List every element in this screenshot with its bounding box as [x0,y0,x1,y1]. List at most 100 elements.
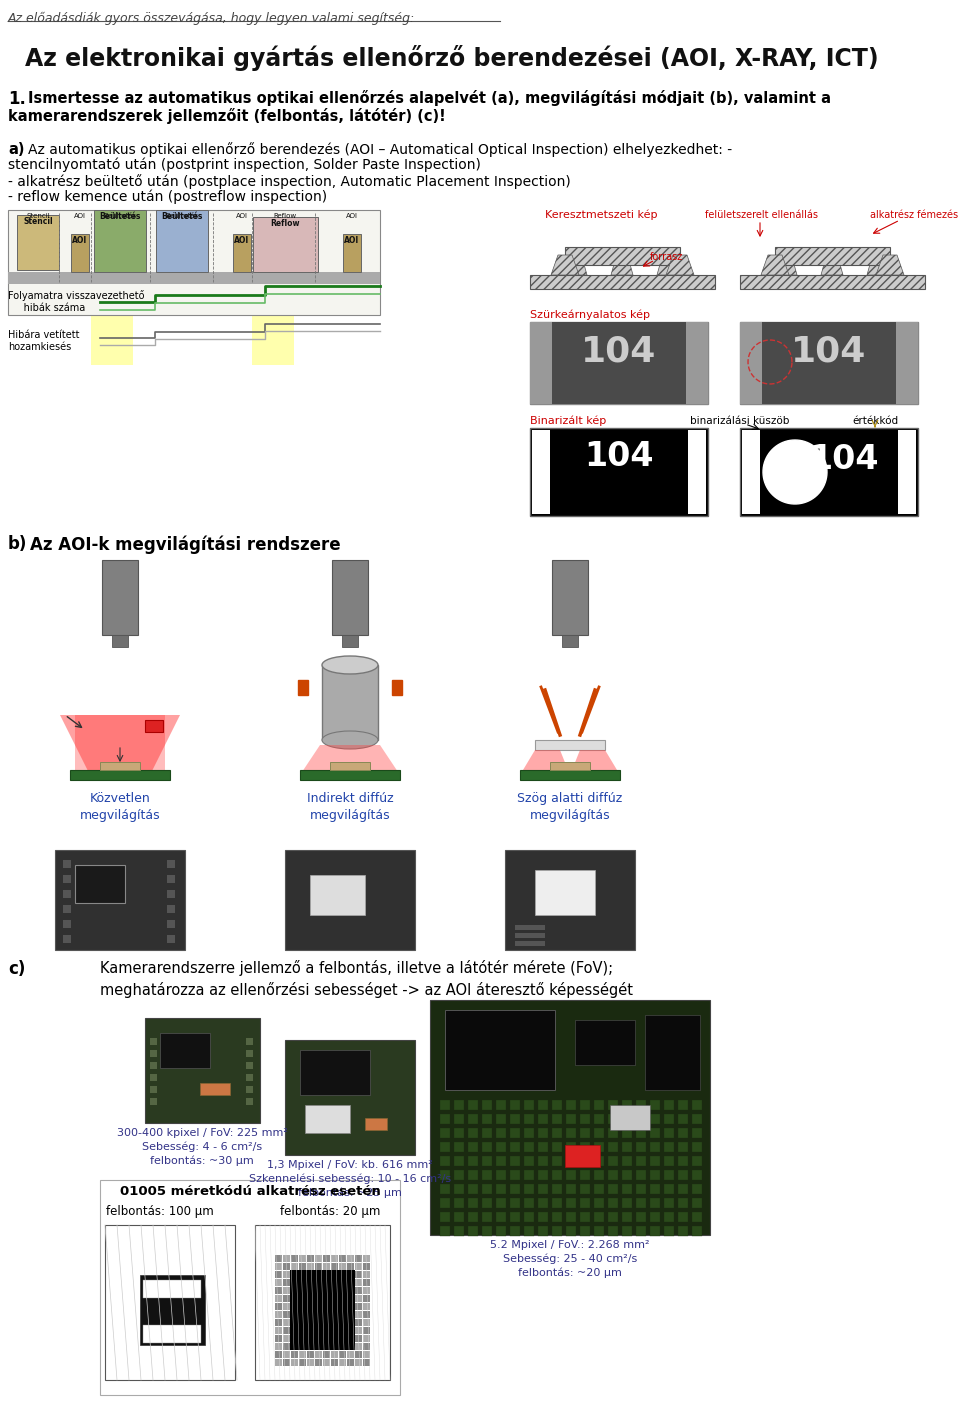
Bar [355,1311,362,1318]
Bar [580,1225,590,1235]
Bar [323,1319,330,1326]
Bar [580,1170,590,1180]
Text: alkatrész fémezés: alkatrész fémezés [870,210,958,220]
Text: 300-400 kpixel / FoV: 225 mm²
Sebesség: 4 - 6 cm²/s
felbontás: ~30 μm: 300-400 kpixel / FoV: 225 mm² Sebesség: … [116,1127,287,1166]
Text: Folyamatra visszavezethető
     hibák száma: Folyamatra visszavezethető hibák száma [8,290,145,314]
Bar [315,1319,322,1326]
Bar [645,1015,700,1091]
Bar [566,1115,576,1125]
Bar [347,1271,354,1278]
Bar [636,1142,646,1152]
Bar [283,1262,290,1269]
Bar [650,1115,660,1125]
Bar [482,1127,492,1137]
Bar [692,1184,702,1194]
Bar [552,1115,562,1125]
Bar [520,770,620,780]
Bar [283,1350,290,1358]
Polygon shape [821,257,843,275]
Text: 104: 104 [582,334,657,368]
Bar [339,1255,346,1262]
Bar [454,1170,464,1180]
Bar [482,1115,492,1125]
Bar [233,234,251,273]
Text: Beültetés: Beültetés [165,213,199,219]
Bar [283,1255,290,1262]
Bar [347,1335,354,1342]
Bar [275,1255,282,1262]
Bar [468,1127,478,1137]
Bar [355,1319,362,1326]
Bar [530,322,552,405]
Bar [692,1115,702,1125]
Bar [55,851,185,950]
Bar [299,1279,306,1287]
Text: 1,3 Mpixel / FoV: kb. 616 mm²
Szkennelési sebesség: 10 - 16 cm²/s
felbontás: ~25: 1,3 Mpixel / FoV: kb. 616 mm² Szkennelés… [249,1160,451,1198]
Bar [307,1359,314,1366]
Bar [678,1170,688,1180]
Bar [145,1018,260,1123]
Bar [363,1304,370,1311]
Bar [339,1295,346,1302]
Bar [307,1262,314,1269]
Polygon shape [761,256,789,275]
Polygon shape [763,440,827,504]
Bar [608,1198,618,1208]
Bar [566,1225,576,1235]
Text: 104: 104 [791,334,867,368]
Bar [740,427,918,515]
Bar [150,1049,157,1056]
Bar [622,1156,632,1166]
Bar [552,1213,562,1223]
Bar [315,1271,322,1278]
Text: kamerarendszerek jellemzőit (felbontás, látótér) (c)!: kamerarendszerek jellemzőit (felbontás, … [8,108,445,124]
Bar [285,1039,415,1154]
Bar [562,635,578,648]
Bar [347,1279,354,1287]
Text: - alkatrész beültető után (postplace inspection, Automatic Placement Inspection): - alkatrész beültető után (postplace ins… [8,175,571,189]
Bar [650,1156,660,1166]
Bar [255,1225,390,1380]
Bar [482,1142,492,1152]
Bar [740,322,918,405]
Text: 01005 méretkódú alkatrész esetén: 01005 méretkódú alkatrész esetén [120,1186,380,1198]
Bar [468,1115,478,1125]
Bar [343,234,361,273]
Bar [355,1335,362,1342]
Bar [323,1328,330,1333]
Bar [496,1142,506,1152]
Bar [468,1225,478,1235]
Bar [482,1170,492,1180]
Bar [622,1225,632,1235]
Bar [510,1225,520,1235]
Text: a): a) [8,142,25,158]
Bar [275,1279,282,1287]
Bar [322,665,378,740]
Bar [283,1295,290,1302]
Bar [468,1213,478,1223]
Bar [496,1100,506,1110]
Bar [510,1213,520,1223]
Bar [622,1115,632,1125]
Polygon shape [666,256,694,275]
Bar [594,1225,604,1235]
Bar [299,1350,306,1358]
Bar [454,1213,464,1223]
Bar [510,1115,520,1125]
Bar [275,1359,282,1366]
Bar [283,1311,290,1318]
Bar [299,1295,306,1302]
Bar [454,1142,464,1152]
Bar [307,1279,314,1287]
Bar [692,1156,702,1166]
Bar [355,1287,362,1294]
Bar [332,559,368,635]
Bar [538,1170,548,1180]
Bar [636,1225,646,1235]
Bar [566,1213,576,1223]
Bar [530,322,708,405]
Bar [291,1319,298,1326]
Bar [692,1170,702,1180]
Bar [468,1184,478,1194]
Bar [315,1335,322,1342]
